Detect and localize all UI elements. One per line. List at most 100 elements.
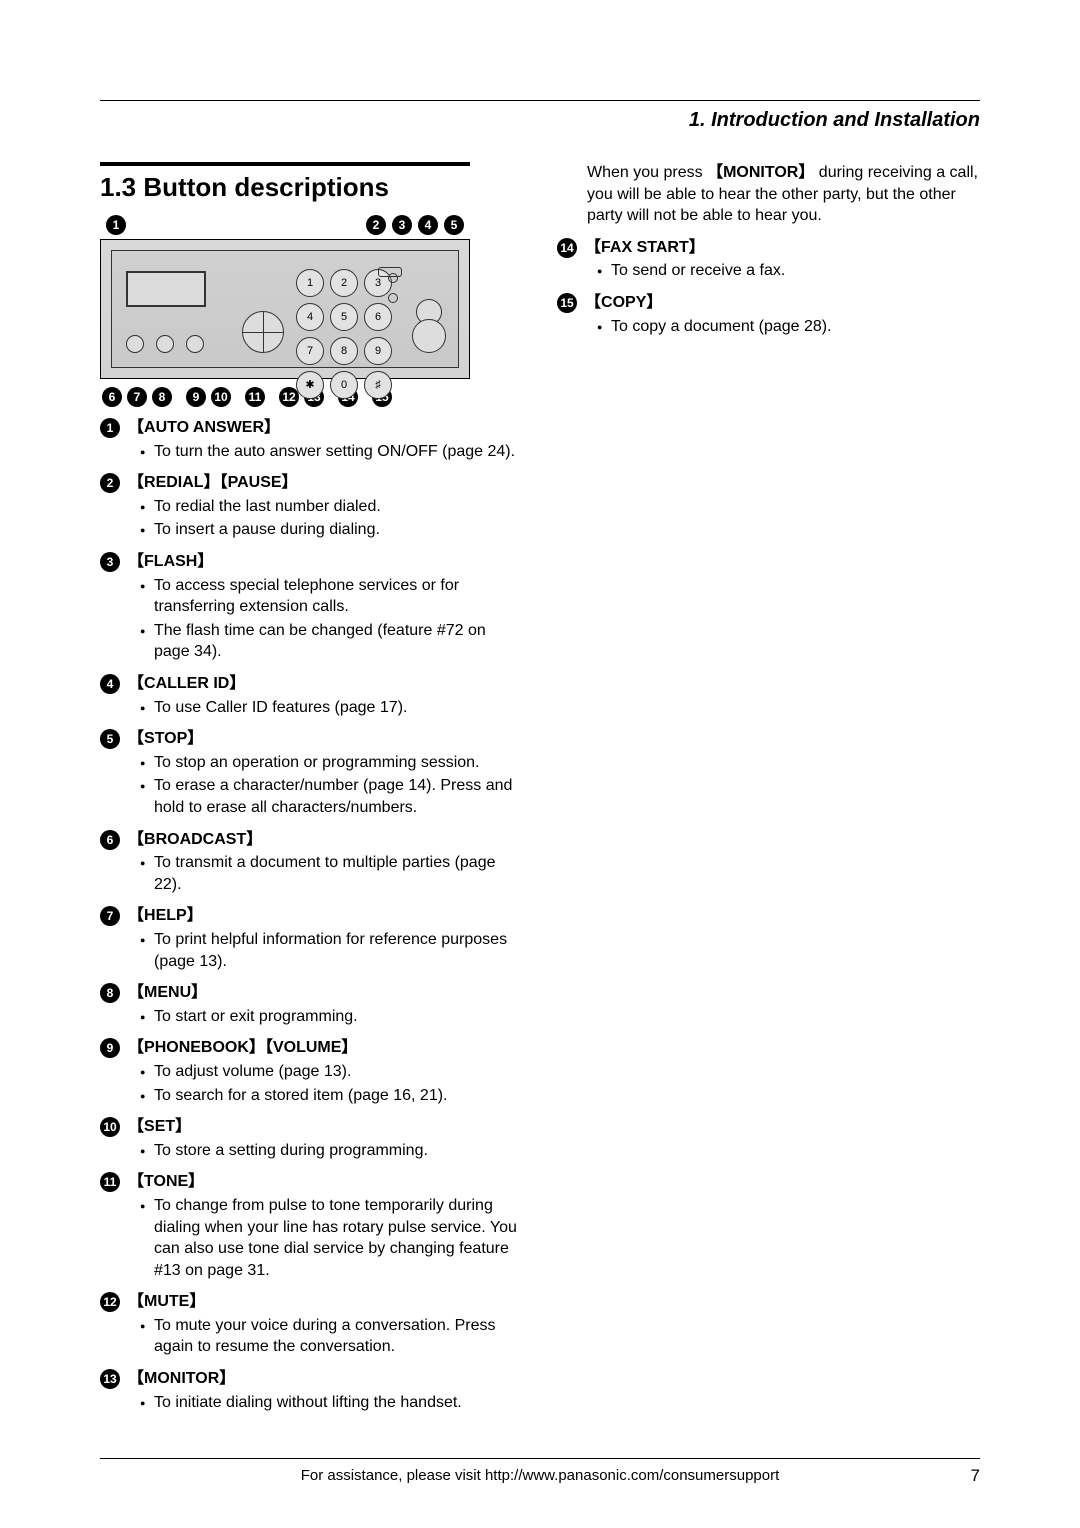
item-number-badge: 10: [100, 1117, 120, 1137]
item-number-badge: 11: [100, 1172, 120, 1192]
bullet: To change from pulse to tone temporarily…: [140, 1195, 523, 1281]
keypad-key: ✱: [296, 371, 324, 399]
item-labels: SET: [128, 1116, 191, 1138]
callout-badge: 2: [366, 215, 386, 235]
item-bullets: To access special telephone services or …: [140, 575, 523, 663]
item-labels: STOP: [128, 728, 203, 750]
description-item: 14 FAX STARTTo send or receive a fax.: [557, 237, 980, 282]
keypad-key: 4: [296, 303, 324, 331]
item-bullets: To transmit a document to multiple parti…: [140, 852, 523, 895]
item-bullets: To initiate dialing without lifting the …: [140, 1392, 523, 1414]
callout-badge: 7: [127, 387, 147, 407]
footer-text: For assistance, please visit http://www.…: [301, 1467, 780, 1484]
item-bullets: To use Caller ID features (page 17).: [140, 697, 523, 719]
callout-badge: 5: [444, 215, 464, 235]
content-columns: 1.3 Button descriptions 1 2345 123456789…: [100, 162, 980, 1417]
page-number: 7: [971, 1466, 980, 1486]
item-bullets: To send or receive a fax.: [597, 260, 980, 282]
item-labels: COPY: [585, 292, 662, 314]
item-number-badge: 9: [100, 1038, 120, 1058]
item-bullets: To print helpful information for referen…: [140, 929, 523, 972]
item-labels: MONITOR: [128, 1368, 235, 1390]
item-number-badge: 15: [557, 293, 577, 313]
item-bullets: To redial the last number dialed.To inse…: [140, 496, 523, 541]
small-buttons-illustration: [126, 335, 204, 353]
item-labels: HELP: [128, 905, 203, 927]
item-labels: MENU: [128, 982, 207, 1004]
items-list-left: 1 AUTO ANSWERTo turn the auto answer sett…: [100, 417, 523, 1413]
item-labels: FLASH: [128, 551, 213, 573]
indicator-lights-illustration: [388, 273, 398, 303]
item-labels: PHONEBOOKVOLUME: [128, 1037, 357, 1059]
item-labels: MUTE: [128, 1291, 205, 1313]
bullet: To redial the last number dialed.: [140, 496, 523, 518]
description-item: 6BROADCASTTo transmit a document to mult…: [100, 829, 523, 896]
callout-badge: 1: [106, 215, 126, 235]
item-labels: AUTO ANSWER: [128, 417, 280, 439]
item-bullets: To adjust volume (page 13).To search for…: [140, 1061, 523, 1106]
bullet: The flash time can be changed (feature #…: [140, 620, 523, 663]
top-rule: [100, 100, 980, 101]
description-item: 3FLASHTo access special telephone servic…: [100, 551, 523, 663]
item-bullets: To turn the auto answer setting ON/OFF (…: [140, 441, 523, 463]
bullet: To use Caller ID features (page 17).: [140, 697, 523, 719]
item-number-badge: 8: [100, 983, 120, 1003]
item-bullets: To store a setting during programming.: [140, 1140, 523, 1162]
description-item: 9 PHONEBOOKVOLUMETo adjust volume (page 1…: [100, 1037, 523, 1106]
callouts-bottom: 6789101112131415: [100, 379, 470, 407]
bullet: To mute your voice during a conversation…: [140, 1315, 523, 1358]
item-bullets: To change from pulse to tone temporarily…: [140, 1195, 523, 1281]
item-bullets: To stop an operation or programming sess…: [140, 752, 523, 819]
page-footer: For assistance, please visit http://www.…: [100, 1458, 980, 1484]
description-item: 1 AUTO ANSWERTo turn the auto answer sett…: [100, 417, 523, 462]
bullet: To access special telephone services or …: [140, 575, 523, 618]
bullet: To transmit a document to multiple parti…: [140, 852, 523, 895]
description-item: 8 MENUTo start or exit programming.: [100, 982, 523, 1027]
keypad-key: 9: [364, 337, 392, 365]
nav-wheel-illustration: [242, 311, 284, 353]
bullet: To start or exit programming.: [140, 1006, 523, 1028]
keypad-illustration: 123456789✱0♯: [296, 269, 392, 399]
bullet: To erase a character/number (page 14). P…: [140, 775, 523, 818]
keypad-key: 0: [330, 371, 358, 399]
item-bullets: To mute your voice during a conversation…: [140, 1315, 523, 1358]
description-item: 7 HELPTo print helpful information for re…: [100, 905, 523, 972]
description-item: 4CALLER IDTo use Caller ID features (pag…: [100, 673, 523, 718]
callouts-top: 1 2345: [100, 215, 470, 239]
description-item: 11TONETo change from pulse to tone tempo…: [100, 1171, 523, 1281]
control-panel-illustration: 123456789✱0♯: [100, 239, 470, 379]
keypad-key: 1: [296, 269, 324, 297]
keypad-key: ♯: [364, 371, 392, 399]
keypad-key: 2: [330, 269, 358, 297]
description-item: 2REDIALPAUSETo redial the last number di…: [100, 472, 523, 541]
keypad-key: 6: [364, 303, 392, 331]
description-item: 12 MUTETo mute your voice during a conver…: [100, 1291, 523, 1358]
bullet: To copy a document (page 28).: [597, 316, 980, 338]
item-number-badge: 14: [557, 238, 577, 258]
callout-badge: 8: [152, 387, 172, 407]
item-number-badge: 13: [100, 1369, 120, 1389]
right-column: When you press MONITOR during receiving …: [557, 162, 980, 1417]
chapter-header: 1. Introduction and Installation: [100, 109, 980, 132]
item-number-badge: 7: [100, 906, 120, 926]
item-number-badge: 2: [100, 473, 120, 493]
items-list-right: 14 FAX STARTTo send or receive a fax. 15 CO…: [557, 237, 980, 337]
bullet: To stop an operation or programming sess…: [140, 752, 523, 774]
callout-badge: 11: [245, 387, 265, 407]
section-title: 1.3 Button descriptions: [100, 170, 523, 205]
description-item: 5 STOPTo stop an operation or programming…: [100, 728, 523, 818]
item-number-badge: 1: [100, 418, 120, 438]
item-labels: FAX START: [585, 237, 705, 259]
item-number-badge: 4: [100, 674, 120, 694]
bullet: To search for a stored item (page 16, 21…: [140, 1085, 523, 1107]
keypad-key: 5: [330, 303, 358, 331]
callout-badge: 9: [186, 387, 206, 407]
description-item: 13 MONITORTo initiate dialing without lif…: [100, 1368, 523, 1413]
item-number-badge: 12: [100, 1292, 120, 1312]
keypad-key: 8: [330, 337, 358, 365]
item-number-badge: 6: [100, 830, 120, 850]
item-bullets: To start or exit programming.: [140, 1006, 523, 1028]
item-number-badge: 5: [100, 729, 120, 749]
monitor-continuation: When you press MONITOR during receiving …: [587, 162, 980, 227]
big-round-button-illustration: [412, 319, 446, 353]
